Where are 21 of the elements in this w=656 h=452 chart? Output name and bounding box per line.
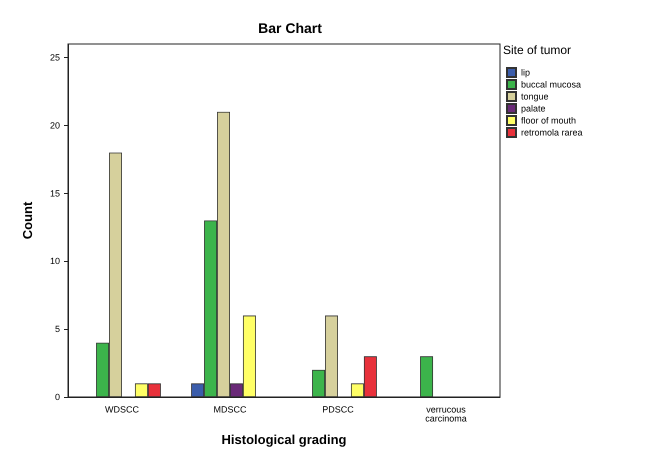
x-tick-label: MDSCC [214, 404, 247, 414]
x-tick-label: PDSCC [322, 404, 354, 414]
chart-title: Bar Chart [258, 20, 322, 36]
x-tick-label: verrucous carcinoma [425, 404, 467, 424]
y-axis-title: Count [20, 201, 35, 240]
bar [420, 356, 434, 397]
legend-label: buccal mucosa [521, 80, 582, 90]
x-tick-label: WDSCC [105, 404, 140, 414]
legend-title: Site of tumor [503, 43, 572, 57]
y-tick-label: 10 [50, 256, 60, 266]
y-tick-label: 5 [54, 324, 60, 334]
y-tick-label: 15 [50, 188, 60, 198]
legend-label: retromola rarea [521, 128, 583, 138]
legend-label: palate [521, 104, 546, 114]
y-tick-label: 25 [50, 52, 60, 63]
y-tick-label: 0 [54, 392, 60, 402]
legend-label: tongue [521, 92, 549, 102]
legend-label: lip [521, 68, 530, 78]
x-axis-title: Histological grading [222, 432, 347, 447]
legend-label: floor of mouth [521, 116, 576, 126]
y-tick-label: 20 [50, 120, 60, 130]
